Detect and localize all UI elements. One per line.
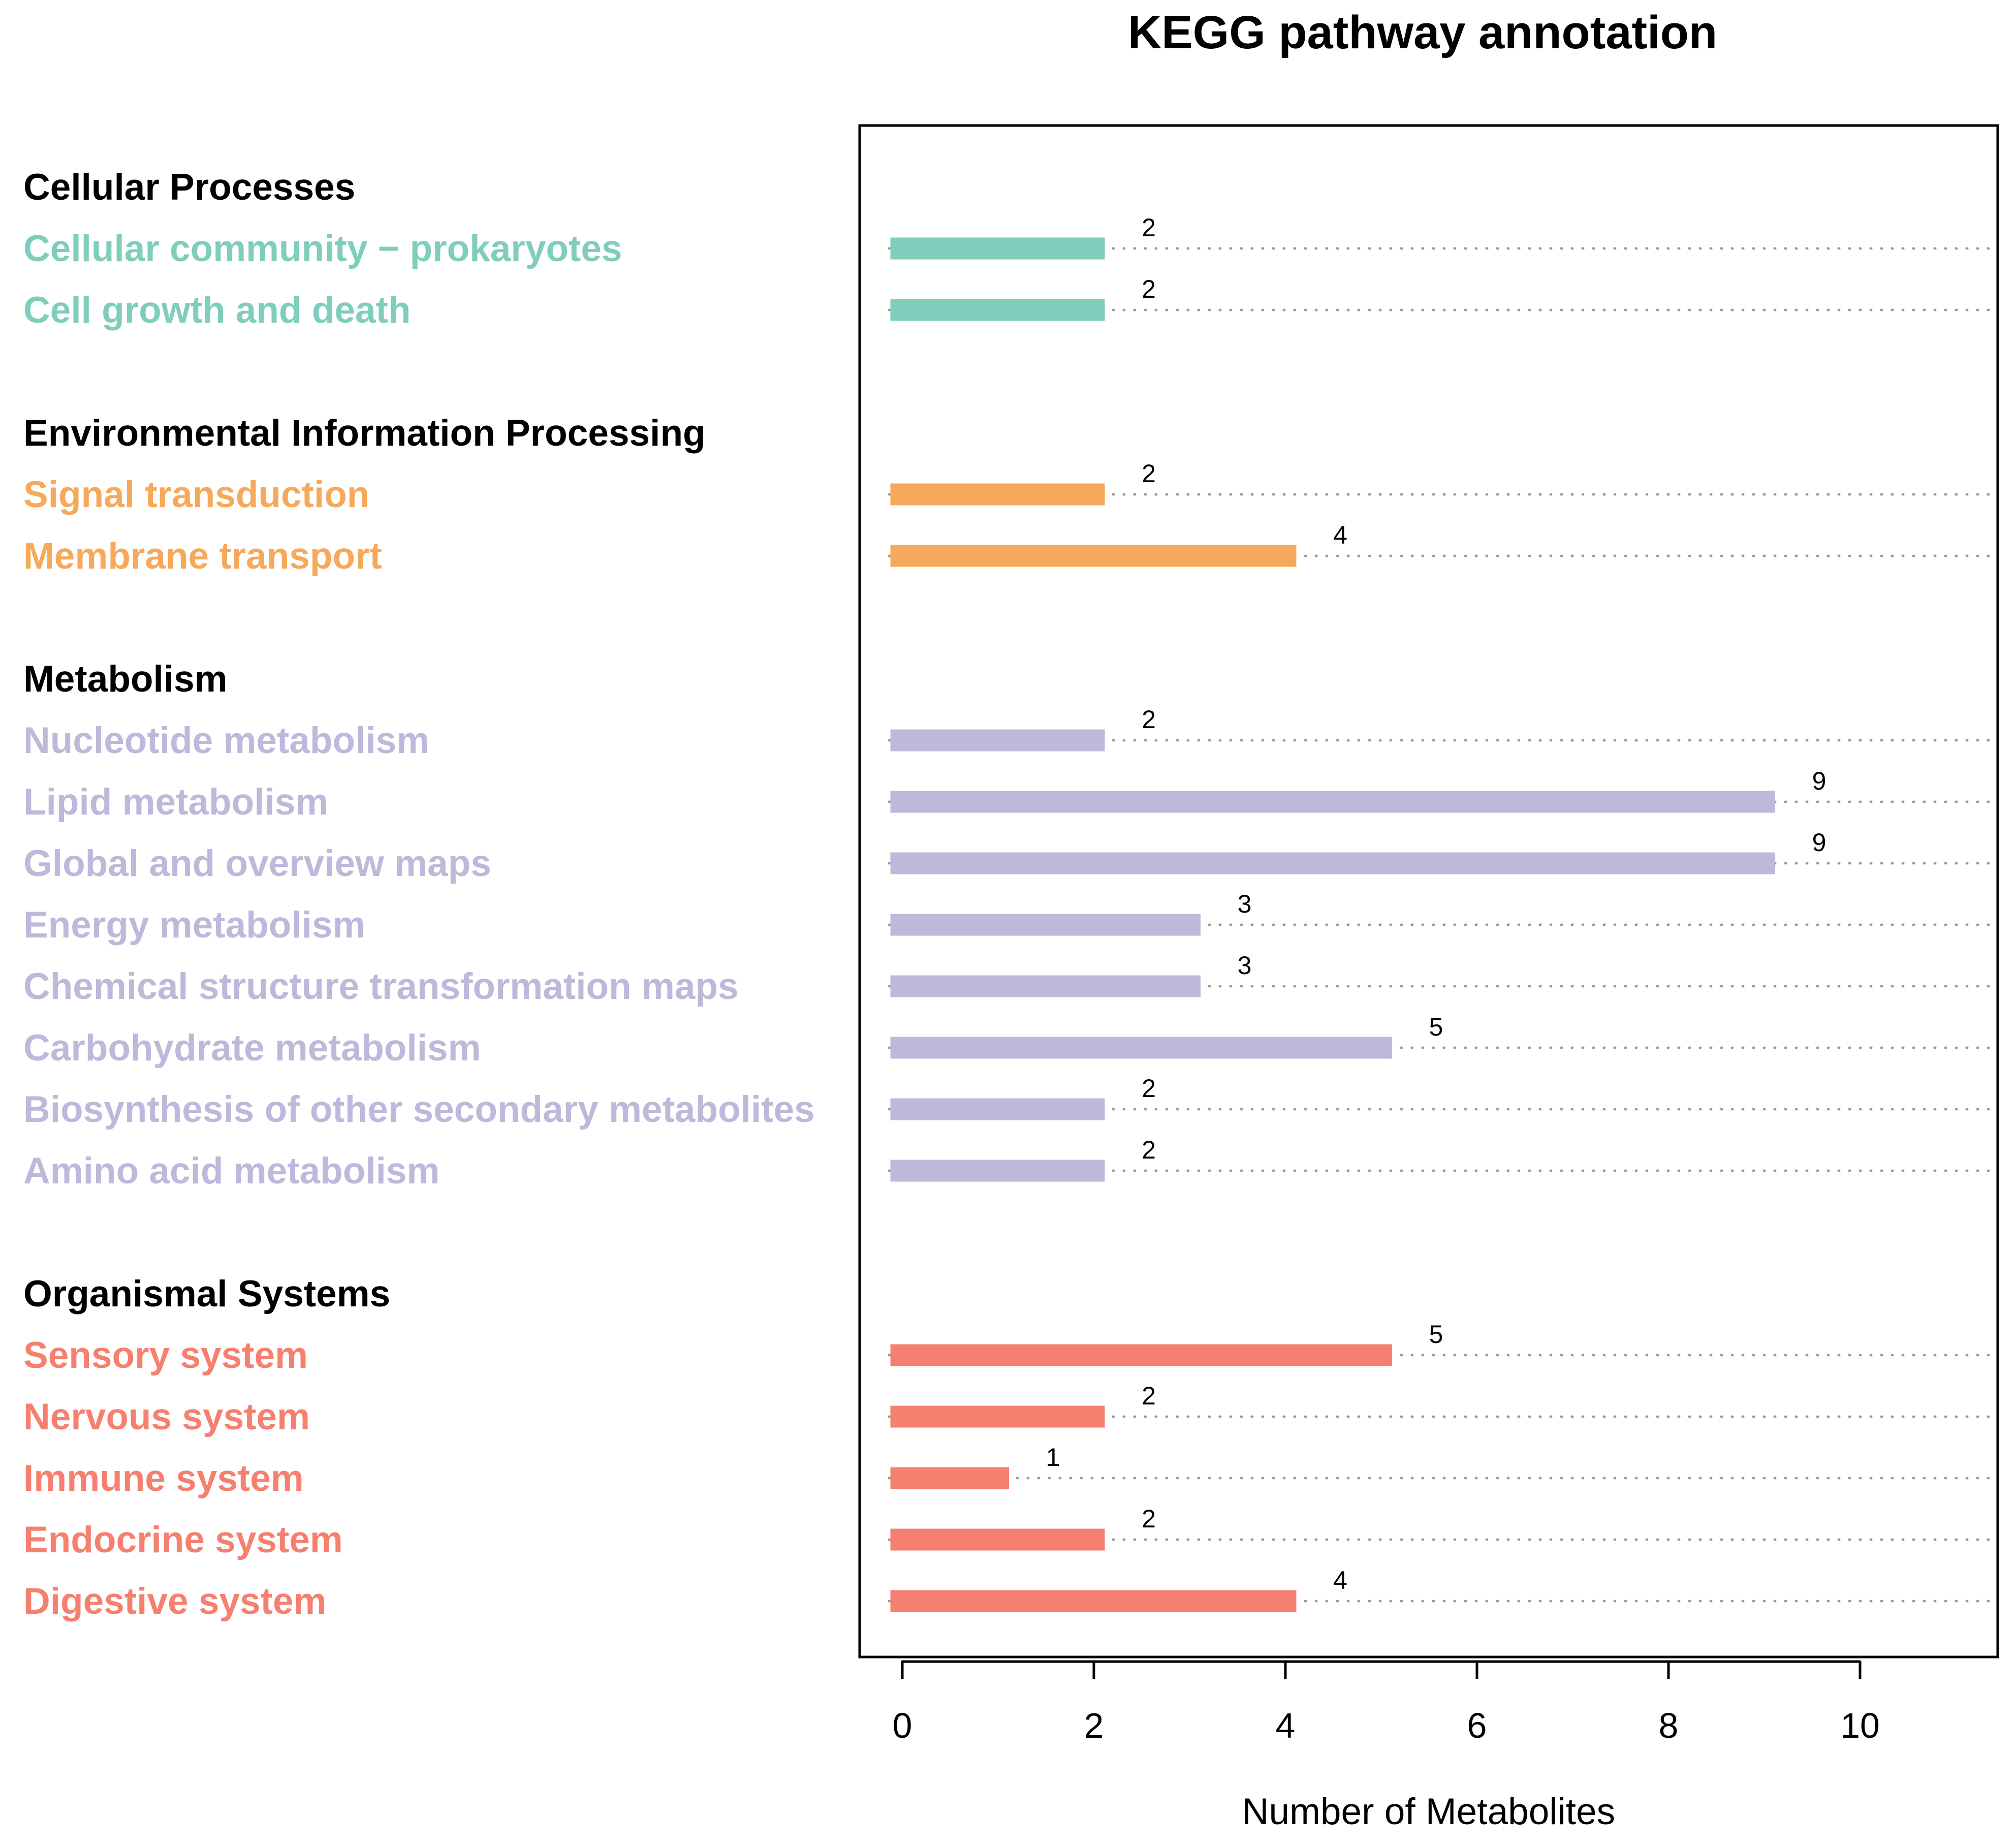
value-label: 1 — [1046, 1443, 1060, 1472]
group-label: Cellular Processes — [23, 167, 355, 208]
category-label: Signal transduction — [23, 474, 369, 515]
bar — [890, 852, 1775, 874]
category-label: Digestive system — [23, 1581, 326, 1622]
bar — [890, 237, 1105, 260]
value-label: 4 — [1333, 521, 1347, 549]
value-label: 3 — [1238, 951, 1252, 980]
value-label: 4 — [1333, 1566, 1347, 1594]
category-label: Nervous system — [23, 1396, 310, 1437]
value-label: 2 — [1142, 1382, 1156, 1410]
category-label: Lipid metabolism — [23, 781, 328, 823]
value-label: 3 — [1238, 890, 1252, 918]
category-label: Immune system — [23, 1458, 304, 1499]
group-label: Environmental Information Processing — [23, 413, 706, 454]
group-label: Metabolism — [23, 659, 228, 700]
value-label: 2 — [1142, 705, 1156, 734]
x-tick-label: 4 — [1276, 1706, 1296, 1745]
category-label: Chemical structure transformation maps — [23, 966, 739, 1007]
category-label: Cell growth and death — [23, 290, 411, 331]
bar — [890, 1160, 1105, 1182]
category-label: Endocrine system — [23, 1519, 343, 1560]
bar — [890, 1405, 1105, 1428]
bar — [890, 1528, 1105, 1551]
bar — [890, 1098, 1105, 1120]
category-label: Membrane transport — [23, 536, 382, 577]
x-tick-label: 6 — [1467, 1706, 1487, 1745]
bar — [890, 299, 1105, 321]
x-tick-label: 2 — [1084, 1706, 1104, 1745]
chart-title: KEGG pathway annotation — [1128, 7, 1717, 58]
category-label: Carbohydrate metabolism — [23, 1027, 481, 1069]
value-label: 2 — [1142, 1074, 1156, 1103]
bar — [890, 1590, 1297, 1612]
bar — [890, 1344, 1392, 1366]
bar — [890, 483, 1105, 506]
x-axis: 0 2 4 6 8 10 — [893, 1660, 1880, 1745]
value-label: 2 — [1142, 459, 1156, 488]
category-label: Biosynthesis of other secondary metaboli… — [23, 1089, 815, 1130]
bar — [890, 1037, 1392, 1059]
bar — [890, 1467, 1009, 1489]
category-label: Energy metabolism — [23, 904, 365, 946]
value-label: 2 — [1142, 275, 1156, 303]
category-label: Sensory system — [23, 1335, 308, 1376]
x-axis-title: Number of Metabolites — [1242, 1791, 1615, 1832]
x-tick-label: 0 — [893, 1706, 912, 1745]
bar — [890, 545, 1297, 567]
x-tick-label: 8 — [1659, 1706, 1679, 1745]
value-label: 2 — [1142, 1505, 1156, 1533]
bar — [890, 914, 1201, 936]
plot-frame — [858, 124, 1999, 1659]
value-label: 5 — [1429, 1013, 1443, 1041]
bar — [890, 975, 1201, 997]
value-label: 5 — [1429, 1320, 1443, 1349]
category-label: Amino acid metabolism — [23, 1150, 439, 1192]
guide-lines — [888, 247, 1993, 1603]
bar — [890, 729, 1105, 752]
category-label: Cellular community − prokaryotes — [23, 228, 622, 269]
x-tick-label: 10 — [1840, 1706, 1880, 1745]
bar — [890, 791, 1775, 813]
value-label: 9 — [1812, 828, 1826, 857]
bars: 2 2 2 4 2 9 9 3 3 5 2 2 5 2 1 2 4 — [890, 213, 1826, 1612]
value-label: 2 — [1142, 213, 1156, 242]
category-label: Global and overview maps — [23, 843, 491, 884]
category-label: Nucleotide metabolism — [23, 720, 429, 761]
category-labels: Cellular Processes Cellular community − p… — [23, 167, 815, 1622]
value-label: 9 — [1812, 767, 1826, 795]
value-label: 2 — [1142, 1136, 1156, 1164]
group-label: Organismal Systems — [23, 1273, 390, 1315]
